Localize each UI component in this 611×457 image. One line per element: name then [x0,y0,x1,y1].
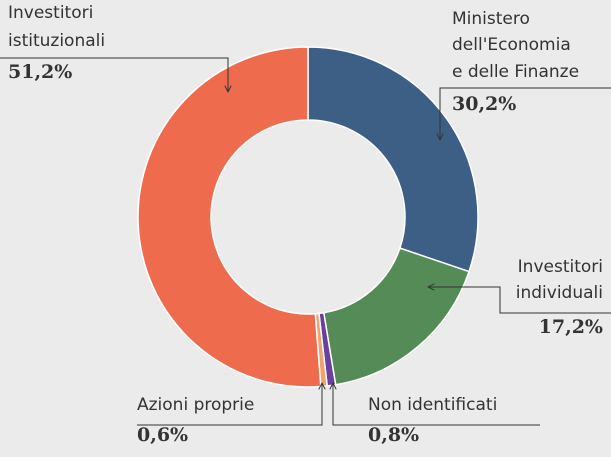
slice-label: Investitori [518,257,603,277]
leader-line [0,57,228,92]
slice-label: e delle Finanze [452,62,579,82]
slice [307,46,479,273]
leader-line [428,287,611,314]
labels: Ministero dell'Economia e delle Finanze 30,… [0,3,611,446]
slices [137,46,479,388]
value-label: 0,8% [368,424,419,446]
value-label: 30,2% [452,93,516,115]
value-label: 0,6% [137,424,188,446]
slice-label: istituzionali [8,31,105,51]
slice-label: Investitori [8,3,93,23]
slice-label: dell'Economia [452,35,571,55]
value-label: 51,2% [8,61,72,83]
value-label: 17,2% [539,316,603,338]
leader-line [137,383,322,426]
slice [322,247,470,386]
slice-label: Azioni proprie [137,395,254,415]
slice-label: Ministero [452,9,530,29]
slice-label: individuali [516,283,603,303]
leader-line [333,383,540,426]
slice [137,46,322,388]
slice-label: Non identificati [368,395,497,415]
leader-line [440,87,611,140]
